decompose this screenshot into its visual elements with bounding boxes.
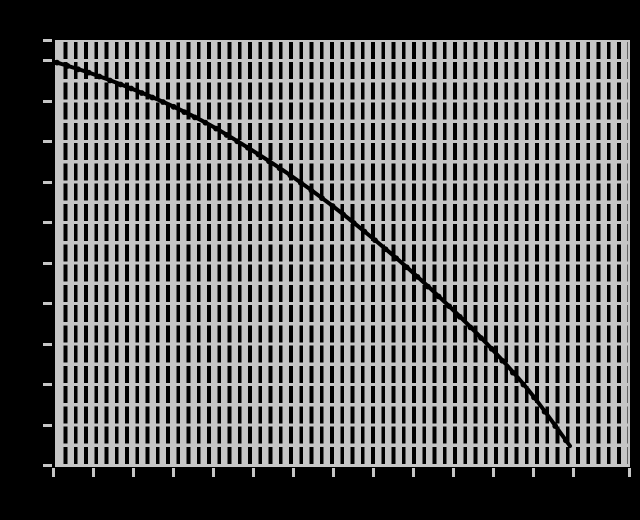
axis-tick [43, 463, 52, 467]
axis-tick [571, 468, 575, 477]
axis-tick [43, 423, 52, 427]
axis-tick [43, 220, 52, 224]
axis-tick [491, 468, 495, 477]
axis-tick [171, 468, 175, 477]
axis-tick [43, 99, 52, 103]
axis-tick [251, 468, 255, 477]
axis-tick [451, 468, 455, 477]
axis-tick [43, 58, 52, 62]
axis-tick [43, 139, 52, 143]
axis-tick [331, 468, 335, 477]
axis-tick [211, 468, 215, 477]
axis-tick [51, 468, 55, 477]
axis-tick [531, 468, 535, 477]
axis-tick [43, 382, 52, 386]
axis-tick [43, 261, 52, 265]
axis-tick [43, 342, 52, 346]
axis-tick [91, 468, 95, 477]
axis-tick [411, 468, 415, 477]
axis-tick [43, 301, 52, 305]
axis-tick [131, 468, 135, 477]
plot-area [55, 40, 630, 467]
axis-tick [627, 468, 631, 477]
axis-tick [291, 468, 295, 477]
axis-tick [43, 38, 52, 42]
axis-tick [371, 468, 375, 477]
axis-tick [43, 180, 52, 184]
